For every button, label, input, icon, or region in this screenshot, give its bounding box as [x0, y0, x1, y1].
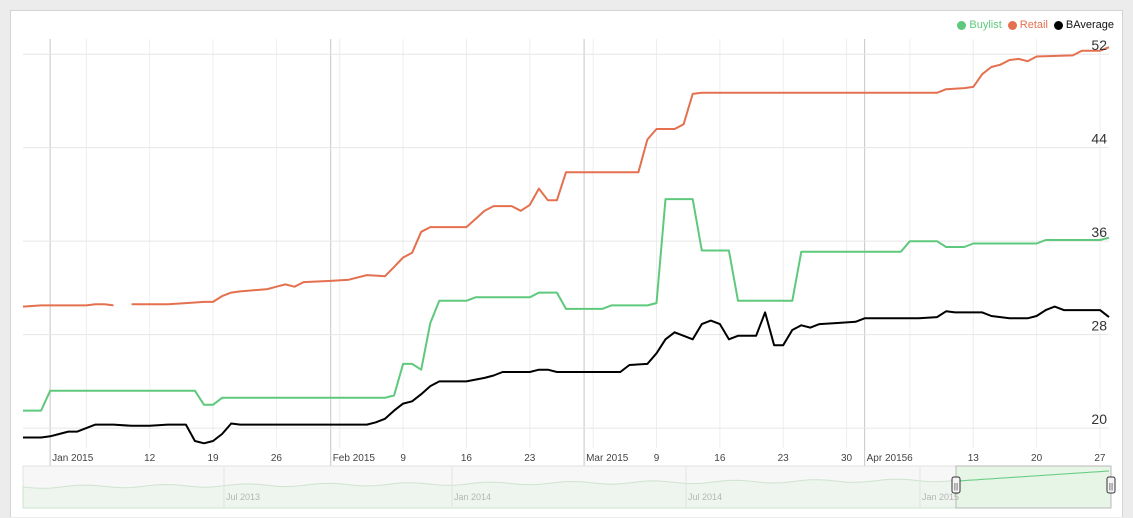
x-tick-label: Apr 2015	[867, 453, 908, 464]
x-tick-label: 23	[778, 453, 790, 464]
x-tick-label: 27	[1094, 453, 1106, 464]
x-tick-label: 13	[968, 453, 980, 464]
x-tick-label: 16	[714, 453, 726, 464]
x-tick-label: 20	[1031, 453, 1043, 464]
legend-marker	[957, 20, 967, 30]
chart-container: 20 28 36 44 52 Jan 2015 12 19 26 Feb 2015 9 16 23 Ma…	[10, 10, 1123, 517]
legend-marker	[1007, 20, 1017, 30]
navigator-series	[957, 470, 1110, 482]
y-tick-label: 28	[1091, 318, 1107, 334]
legend-marker	[1053, 20, 1063, 30]
navigator-label: Jan 2015	[922, 492, 959, 502]
x-axis: Jan 2015 12 19 26 Feb 2015 9 16 23 Mar 2015 9 16 23…	[52, 453, 1106, 464]
legend: Buylist Retail BAverage	[957, 19, 1114, 31]
y-tick-label: 20	[1091, 411, 1107, 427]
handle-body	[1106, 476, 1116, 494]
y-axis: 20 28 36 44 52	[1091, 37, 1107, 427]
x-tick-label: 9	[400, 453, 406, 464]
series-layer	[22, 46, 1110, 445]
x-tick-label: Jan 2015	[52, 453, 94, 464]
series-line-baverage	[23, 305, 1110, 445]
series-line-buylist	[23, 198, 1110, 412]
y-tick-label: 36	[1091, 224, 1107, 240]
navigator-label: Jan 2014	[454, 492, 491, 502]
series-line-retail	[131, 46, 1110, 306]
navigator-label: Jul 2013	[226, 492, 260, 502]
x-tick-label: 30	[841, 453, 853, 464]
x-tick-label: Mar 2015	[586, 453, 629, 464]
handle-grip-icon: ||	[954, 482, 958, 491]
navigator[interactable]: Jul 2013 Jan 2014 Jul 2014 Jan 2015|| ||	[22, 465, 1116, 509]
navigator-area	[22, 477, 1110, 509]
x-tick-label: Feb 2015	[333, 453, 376, 464]
x-tick-label: 23	[524, 453, 536, 464]
y-tick-label: 44	[1091, 131, 1107, 147]
legend-label: BAverage	[1065, 19, 1114, 31]
handle-grip-icon: ||	[1109, 482, 1113, 491]
price-history-chart: 20 28 36 44 52 Jan 2015 12 19 26 Feb 2015 9 16 23 Ma…	[22, 37, 1116, 509]
x-tick-label: 9	[654, 453, 660, 464]
grid	[23, 39, 1109, 466]
navigator-handle-right[interactable]: ||	[1106, 476, 1116, 494]
y-tick-label: 52	[1091, 37, 1107, 53]
legend-item-retail[interactable]: Retail	[1007, 19, 1048, 31]
legend-label: Retail	[1019, 19, 1048, 31]
x-tick-label: 12	[144, 453, 156, 464]
legend-item-buylist[interactable]: Buylist	[957, 19, 1002, 31]
x-tick-label: 6	[907, 453, 913, 464]
series-line-retail	[22, 303, 114, 308]
legend-label: Buylist	[969, 19, 1002, 31]
x-tick-label: 16	[461, 453, 473, 464]
legend-item-baverage[interactable]: BAverage	[1053, 19, 1114, 31]
navigator-handle-left[interactable]: ||	[951, 476, 961, 494]
x-tick-label: 19	[207, 453, 219, 464]
x-tick-label: 26	[271, 453, 283, 464]
navigator-label: Jul 2014	[688, 492, 722, 502]
handle-body	[951, 476, 961, 494]
